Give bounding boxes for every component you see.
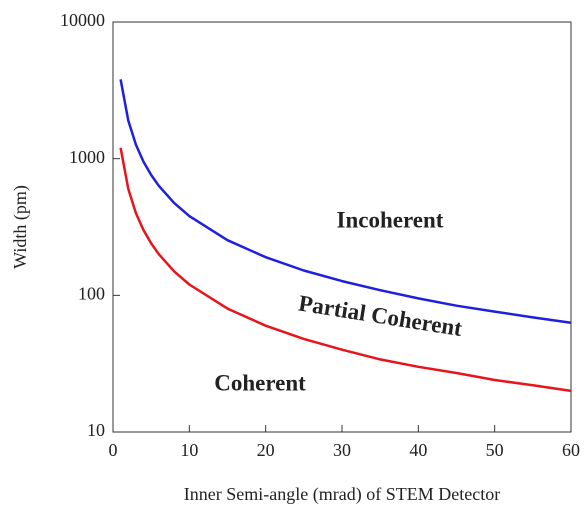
x-tick-label: 50	[486, 440, 504, 460]
line-series	[119, 79, 572, 325]
y-axis-label: Width (pm)	[10, 185, 31, 269]
line-series	[119, 147, 572, 393]
y-tick-label: 100	[78, 283, 105, 303]
y-tick-label: 10000	[60, 10, 105, 30]
x-tick-label: 20	[257, 440, 275, 460]
y-tick-label: 1000	[69, 147, 105, 167]
y-tick-label: 10	[87, 420, 105, 440]
x-axis-label: Inner Semi-angle (mrad) of STEM Detector	[184, 484, 500, 505]
annotation: Partial Coherent	[297, 291, 464, 342]
x-tick-label: 0	[109, 440, 118, 460]
annotation: Coherent	[214, 370, 306, 395]
annotation: Incoherent	[337, 207, 444, 232]
x-tick-label: 10	[180, 440, 198, 460]
x-tick-label: 40	[409, 440, 427, 460]
x-tick-label: 30	[333, 440, 351, 460]
x-tick-label: 60	[562, 440, 580, 460]
